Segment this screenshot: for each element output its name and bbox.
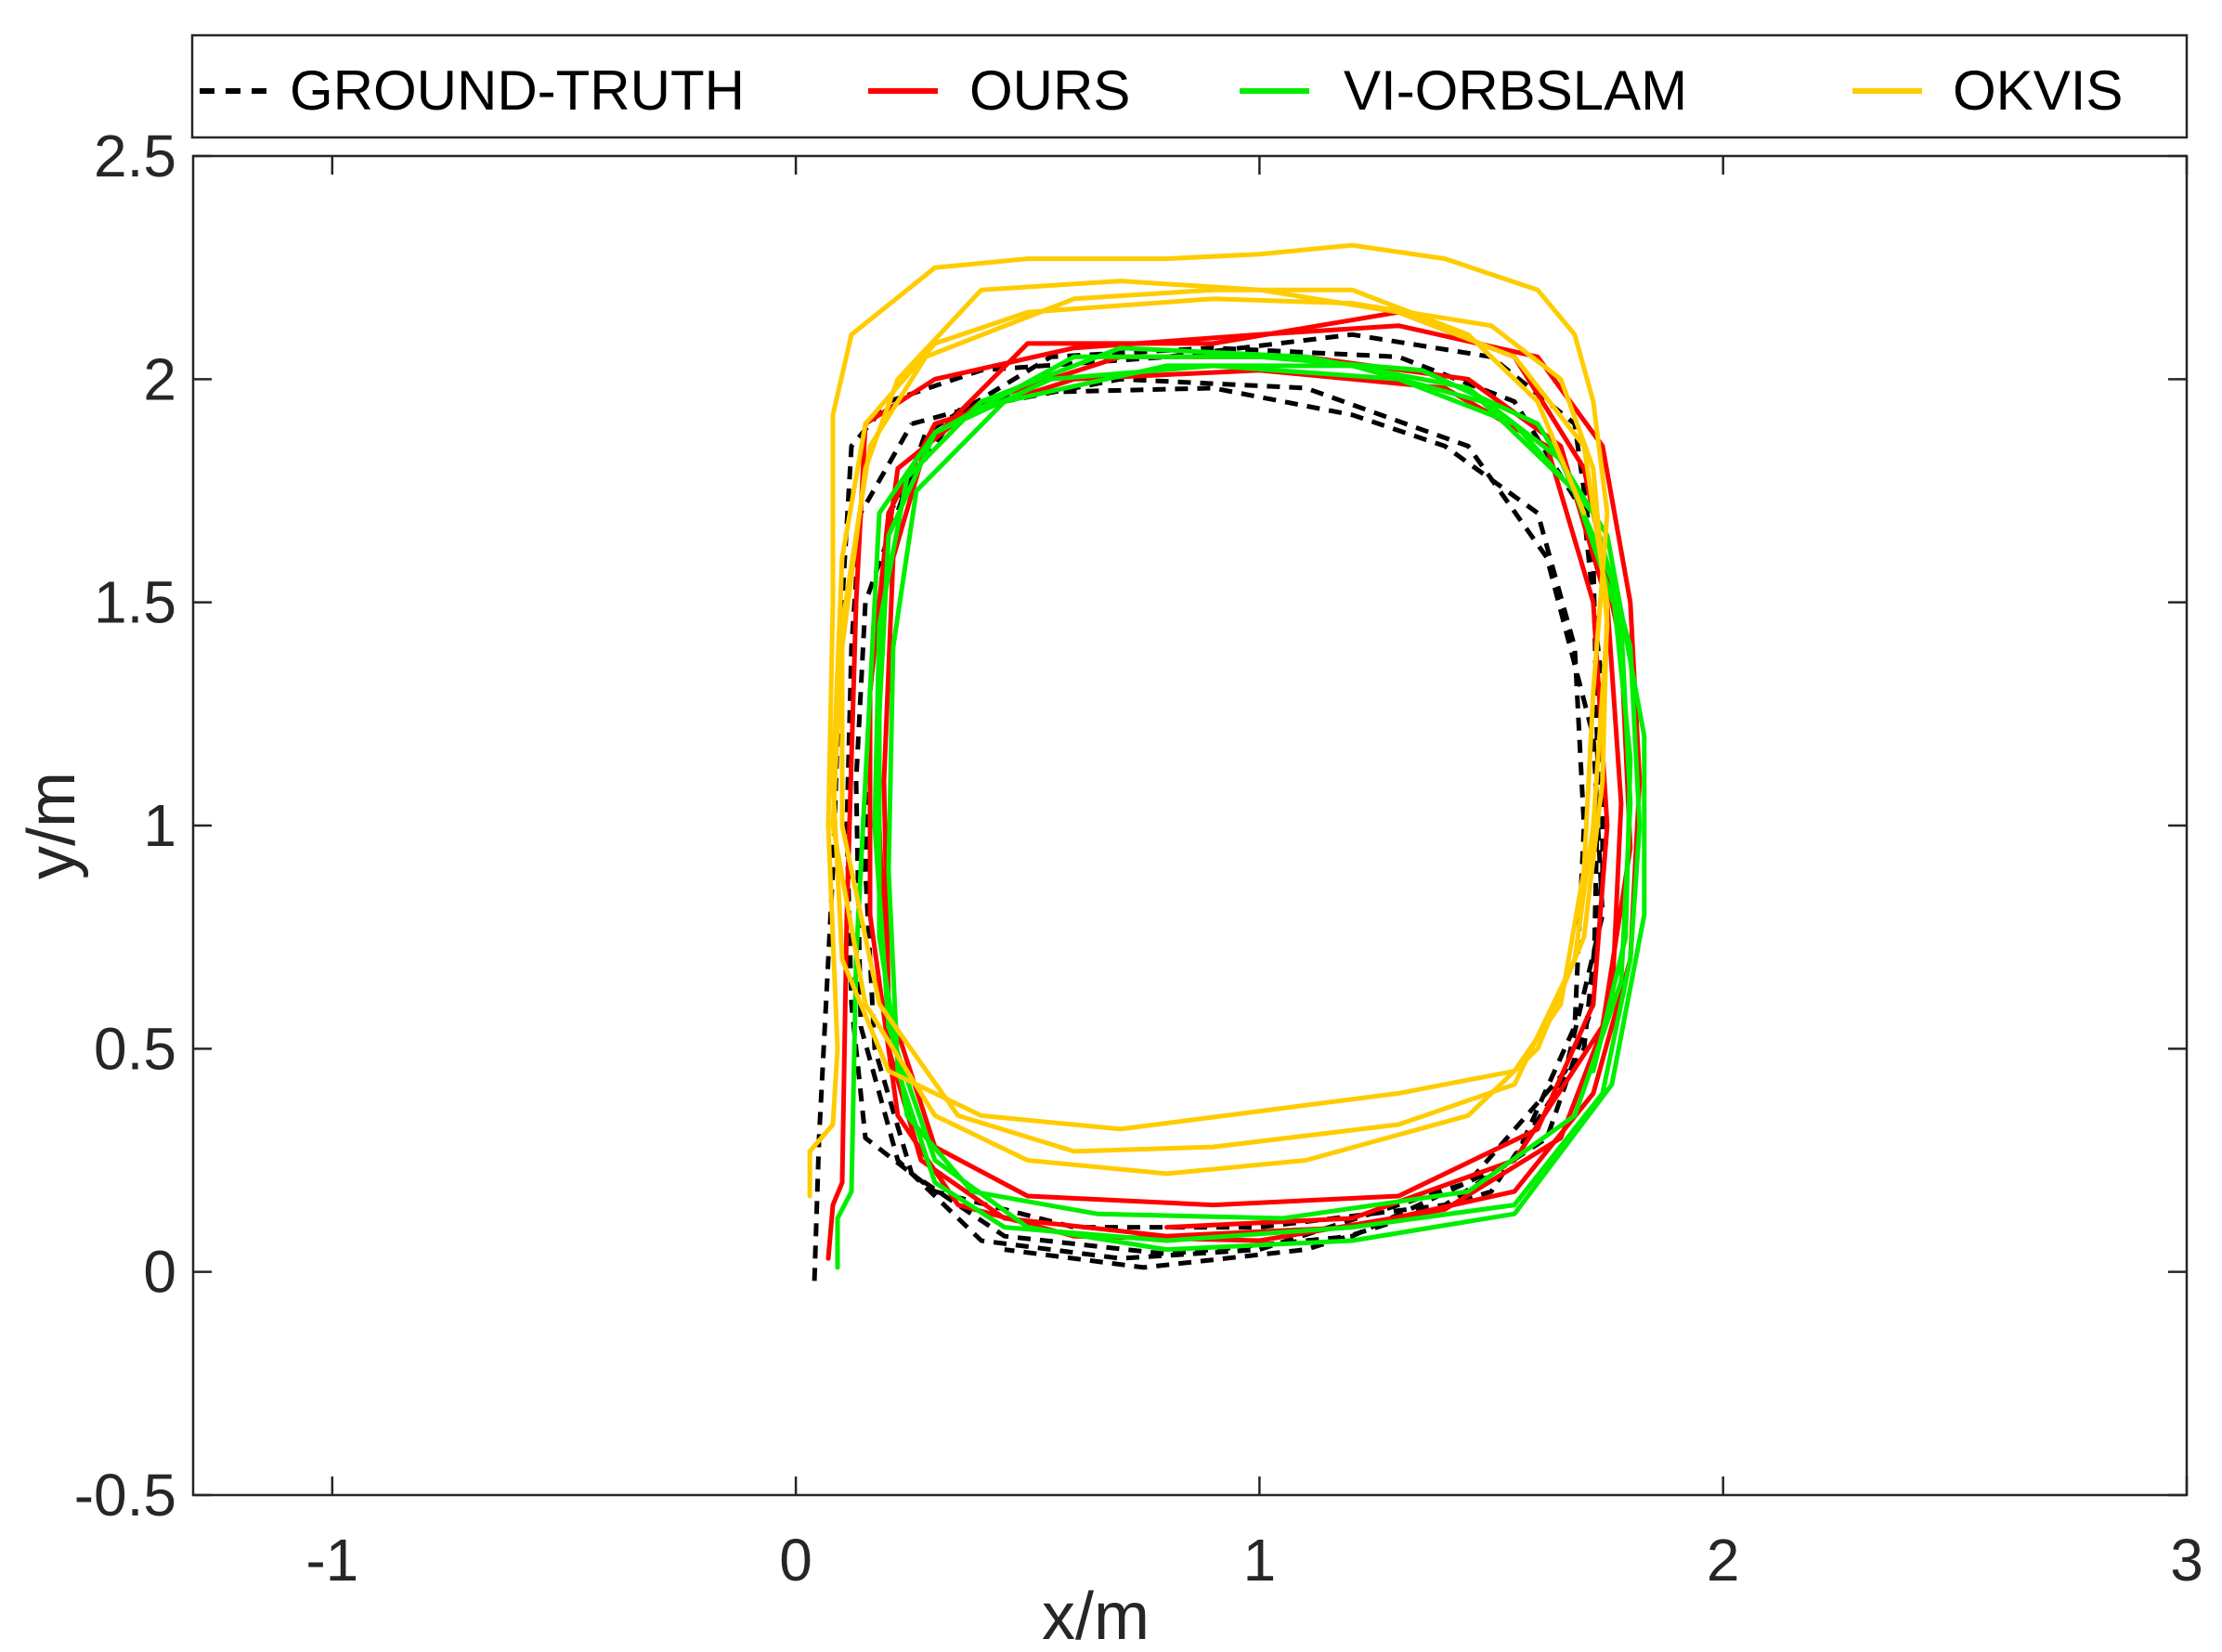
series-line-okvis	[830, 287, 1610, 1177]
x-tick-label: 0	[779, 1527, 812, 1593]
legend-label-ground-truth: GROUND-TRUTH	[290, 59, 745, 122]
series-line-okvis	[807, 242, 1610, 1199]
y-tick-label: 1	[143, 792, 176, 859]
y-tick-label: 0.5	[94, 1015, 176, 1082]
legend-label-okvis: OKVIS	[1953, 59, 2123, 122]
x-tick-label: -1	[305, 1527, 358, 1593]
legend: GROUND-TRUTH OURS VI-ORBSLAM OKVIS	[190, 33, 2189, 139]
y-tick-label: 1.5	[94, 569, 176, 636]
x-axis-title: x/m	[1042, 1580, 1150, 1652]
legend-box	[190, 33, 2189, 139]
series-line-okvis	[839, 279, 1610, 1154]
x-tick-label: 3	[2170, 1527, 2203, 1593]
x-tick-label: 2	[1707, 1527, 1740, 1593]
plot-area	[191, 154, 2189, 1497]
y-tick-label: -0.5	[74, 1462, 176, 1528]
y-tick-label: 0	[143, 1239, 176, 1306]
axis-ticks: -1 0 1 2 3 -0.5 0 0.5 1 1.5 2 2.5	[74, 123, 2203, 1593]
series-layer	[807, 242, 1647, 1281]
legend-label-vi-orbslam: VI-ORBSLAM	[1344, 59, 1687, 122]
y-tick-label: 2	[143, 345, 176, 412]
y-axis-title: y/m	[15, 772, 89, 879]
y-tick-label: 2.5	[94, 123, 176, 189]
series-line-ground-truth	[853, 345, 1605, 1270]
legend-label-ours: OURS	[969, 59, 1130, 122]
x-tick-label: 1	[1243, 1527, 1277, 1593]
